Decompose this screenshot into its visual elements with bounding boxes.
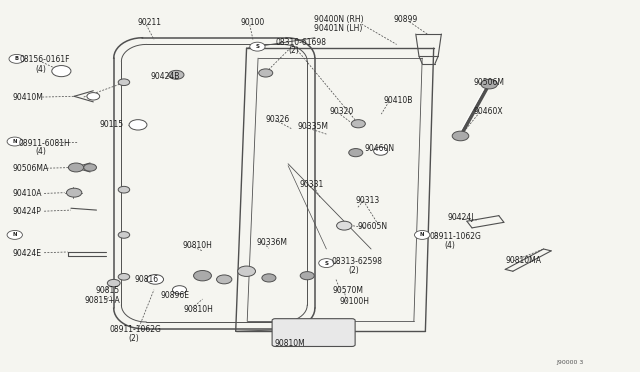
Text: 90326: 90326 (266, 115, 290, 124)
Circle shape (118, 186, 130, 193)
Text: 90810H: 90810H (182, 241, 212, 250)
Text: 08313-62598: 08313-62598 (332, 257, 383, 266)
Text: 90313: 90313 (356, 196, 380, 205)
Text: 90424J: 90424J (448, 213, 474, 222)
Text: 90899: 90899 (394, 15, 418, 24)
Text: 90400N (RH): 90400N (RH) (314, 15, 364, 24)
Circle shape (67, 188, 82, 197)
Circle shape (349, 148, 363, 157)
FancyBboxPatch shape (272, 319, 355, 346)
Text: 90115: 90115 (100, 121, 124, 129)
Circle shape (169, 70, 184, 79)
Text: 90336M: 90336M (256, 238, 287, 247)
Text: S: S (324, 261, 328, 266)
Text: 08310-61698: 08310-61698 (275, 38, 326, 47)
Text: 90100H: 90100H (339, 297, 369, 306)
Text: (2): (2) (288, 46, 299, 55)
Text: N: N (420, 232, 424, 237)
Text: (2): (2) (129, 334, 139, 343)
Text: 90100: 90100 (240, 19, 264, 28)
Circle shape (337, 221, 352, 230)
Circle shape (259, 69, 273, 77)
Text: 90211: 90211 (138, 19, 162, 28)
Circle shape (481, 79, 497, 89)
Text: 90460N: 90460N (365, 144, 395, 153)
Circle shape (87, 93, 100, 100)
Circle shape (68, 163, 84, 172)
Text: (2): (2) (349, 266, 360, 275)
Text: (4): (4) (36, 147, 47, 156)
Text: 08911-6081H: 08911-6081H (19, 139, 70, 148)
Text: 90896E: 90896E (161, 291, 189, 300)
Text: (4): (4) (445, 241, 456, 250)
Text: 90424E: 90424E (12, 249, 41, 258)
Circle shape (250, 42, 265, 51)
Circle shape (129, 120, 147, 130)
Circle shape (9, 54, 24, 63)
Text: 90410A: 90410A (12, 189, 42, 198)
Circle shape (118, 79, 130, 86)
Text: 90816: 90816 (135, 275, 159, 284)
Circle shape (216, 275, 232, 284)
Text: 08911-1062G: 08911-1062G (109, 325, 161, 334)
Circle shape (319, 259, 334, 267)
Circle shape (300, 272, 314, 280)
Circle shape (118, 232, 130, 238)
Text: 90401N (LH): 90401N (LH) (314, 24, 362, 33)
Text: 08911-1062G: 08911-1062G (430, 231, 482, 241)
Text: N: N (13, 232, 17, 237)
Text: 90424P: 90424P (12, 208, 41, 217)
Circle shape (108, 279, 120, 287)
Circle shape (452, 131, 468, 141)
Text: 90460X: 90460X (473, 108, 503, 116)
Circle shape (351, 120, 365, 128)
Circle shape (7, 231, 22, 239)
Text: 90810H: 90810H (183, 305, 213, 314)
Circle shape (262, 274, 276, 282)
Circle shape (415, 231, 430, 239)
Circle shape (237, 266, 255, 276)
Text: 90335M: 90335M (298, 122, 329, 131)
Text: N: N (13, 139, 17, 144)
Circle shape (118, 273, 130, 280)
Text: 90605N: 90605N (357, 222, 387, 231)
Text: J90000 3: J90000 3 (556, 360, 584, 365)
Text: (4): (4) (36, 65, 47, 74)
Text: 90410M: 90410M (12, 93, 43, 102)
Text: 90570M: 90570M (333, 286, 364, 295)
Text: 90810M: 90810M (274, 339, 305, 348)
Circle shape (173, 286, 186, 294)
Circle shape (52, 65, 71, 77)
Text: 90331: 90331 (300, 180, 324, 189)
Text: 90810MA: 90810MA (505, 256, 541, 264)
Text: 08156-0161F: 08156-0161F (20, 55, 70, 64)
Text: 90506M: 90506M (473, 78, 504, 87)
Text: 90815: 90815 (95, 286, 119, 295)
Text: 90410B: 90410B (384, 96, 413, 105)
Text: 90424B: 90424B (151, 72, 180, 81)
Circle shape (7, 137, 22, 146)
Text: 90320: 90320 (330, 108, 354, 116)
Text: 90506MA: 90506MA (12, 164, 49, 173)
Circle shape (84, 164, 97, 171)
Circle shape (374, 147, 388, 155)
Circle shape (193, 270, 211, 281)
Circle shape (147, 275, 164, 284)
Text: B: B (15, 57, 19, 61)
Text: 90815+A: 90815+A (85, 296, 121, 305)
Text: S: S (255, 44, 259, 49)
